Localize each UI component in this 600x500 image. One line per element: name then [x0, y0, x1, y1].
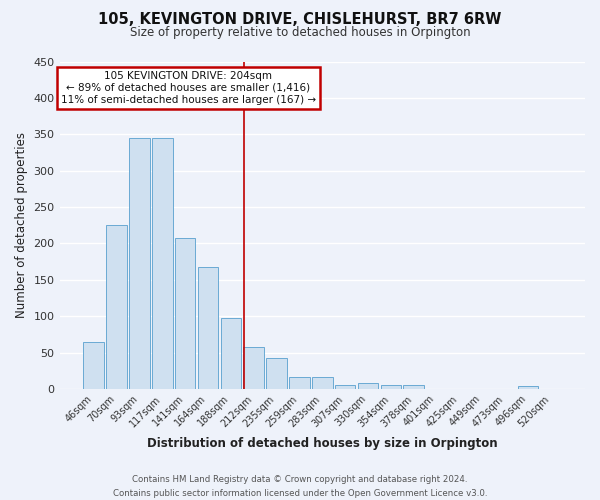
Bar	[244, 348, 264, 389]
Text: 105 KEVINGTON DRIVE: 204sqm
← 89% of detached houses are smaller (1,416)
11% of : 105 KEVINGTON DRIVE: 204sqm ← 89% of det…	[61, 72, 316, 104]
Text: Size of property relative to detached houses in Orpington: Size of property relative to detached ho…	[130, 26, 470, 39]
Bar	[335, 384, 355, 389]
Bar	[312, 378, 332, 389]
Text: 105, KEVINGTON DRIVE, CHISLEHURST, BR7 6RW: 105, KEVINGTON DRIVE, CHISLEHURST, BR7 6…	[98, 12, 502, 28]
Bar	[403, 386, 424, 389]
Bar	[380, 384, 401, 389]
Text: Contains HM Land Registry data © Crown copyright and database right 2024.
Contai: Contains HM Land Registry data © Crown c…	[113, 476, 487, 498]
Bar	[289, 378, 310, 389]
Bar	[266, 358, 287, 389]
Bar	[221, 318, 241, 389]
Bar	[175, 238, 196, 389]
Bar	[83, 342, 104, 389]
Bar	[129, 138, 150, 389]
Bar	[106, 225, 127, 389]
Y-axis label: Number of detached properties: Number of detached properties	[15, 132, 28, 318]
Bar	[198, 268, 218, 389]
Bar	[358, 383, 378, 389]
Bar	[518, 386, 538, 389]
Bar	[152, 138, 173, 389]
X-axis label: Distribution of detached houses by size in Orpington: Distribution of detached houses by size …	[147, 437, 497, 450]
